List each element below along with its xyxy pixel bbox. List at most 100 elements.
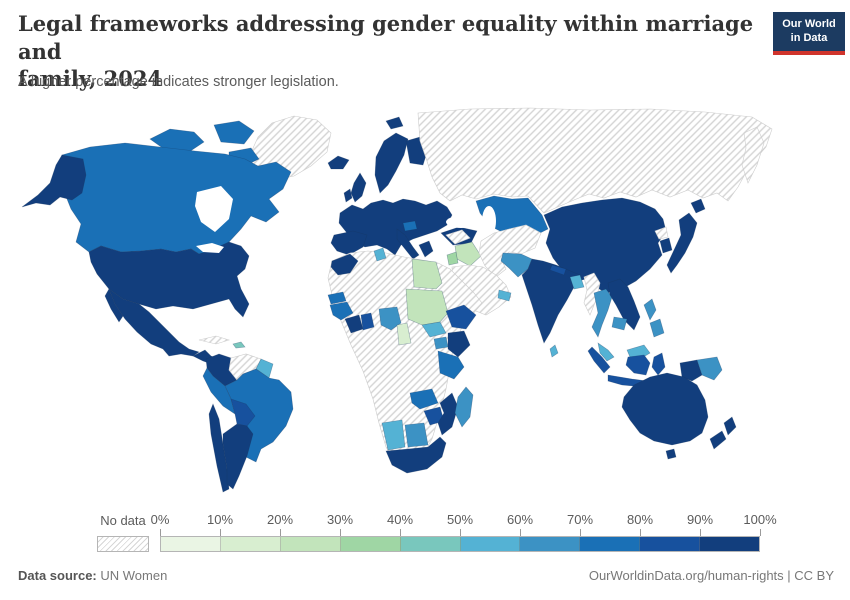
region-guinea[interactable] <box>329 301 354 321</box>
region-russia[interactable] <box>417 107 773 214</box>
region-south-korea[interactable] <box>659 237 673 254</box>
region-tanzania[interactable] <box>437 350 465 380</box>
legend-tick <box>400 529 401 536</box>
attribution-link[interactable]: OurWorldinData.org/human-rights | CC BY <box>588 568 834 583</box>
region-west-papua[interactable] <box>679 359 703 382</box>
legend-segment-60%-70%[interactable] <box>520 537 581 551</box>
region-nepal[interactable] <box>549 264 567 276</box>
legend-tick <box>160 529 161 536</box>
region-jordan[interactable] <box>446 251 459 266</box>
region-ireland[interactable] <box>343 188 353 203</box>
region-sulawesi[interactable] <box>651 352 666 376</box>
legend-tick-label: 80% <box>626 512 654 527</box>
region-iran-afghanistan[interactable] <box>478 224 542 278</box>
region-zambia[interactable] <box>409 388 439 410</box>
region-malaysia[interactable] <box>597 342 615 362</box>
legend-tick-label: 30% <box>326 512 354 527</box>
region-iraq[interactable] <box>454 241 482 267</box>
region-nigeria[interactable] <box>378 306 402 331</box>
region-cameroon[interactable] <box>396 322 412 346</box>
legend-tick <box>580 529 581 536</box>
region-philippines-north[interactable] <box>643 298 657 321</box>
data-source-value: UN Women <box>96 568 168 583</box>
region-united-kingdom[interactable] <box>350 172 367 203</box>
region-bangladesh[interactable] <box>569 274 585 290</box>
legend-segment-30%-40%[interactable] <box>340 537 401 551</box>
region-south-sudan[interactable] <box>421 321 447 338</box>
region-hungary[interactable] <box>402 220 418 232</box>
region-vietnam[interactable] <box>607 278 641 331</box>
owid-logo[interactable]: Our World in Data <box>773 12 845 55</box>
legend-segment-10%-20%[interactable] <box>220 537 281 551</box>
region-madagascar[interactable] <box>454 386 474 428</box>
region-cambodia[interactable] <box>611 316 628 331</box>
region-baja[interactable] <box>104 288 124 323</box>
logo-line-1: Our World <box>782 18 836 30</box>
region-australia[interactable] <box>621 372 709 446</box>
region-ethiopia[interactable] <box>445 304 477 330</box>
region-mozambique[interactable] <box>437 392 459 436</box>
region-senegal[interactable] <box>327 291 347 305</box>
region-chile[interactable] <box>208 403 230 493</box>
region-uae[interactable] <box>497 289 512 302</box>
legend-segment-0%-10%[interactable] <box>161 537 221 551</box>
region-cuba[interactable] <box>198 335 231 345</box>
region-ghana[interactable] <box>360 312 375 331</box>
region-greece[interactable] <box>418 240 434 258</box>
region-india[interactable] <box>521 258 581 344</box>
region-sudan[interactable] <box>405 288 449 326</box>
legend-no-data-swatch[interactable] <box>97 536 149 552</box>
legend-tick <box>700 529 701 536</box>
region-syria[interactable] <box>445 229 471 245</box>
legend-segment-20%-30%[interactable] <box>280 537 341 551</box>
region-hokkaido[interactable] <box>690 198 706 214</box>
region-morocco[interactable] <box>330 253 359 276</box>
region-thailand[interactable] <box>591 288 613 338</box>
region-canada[interactable] <box>58 142 292 255</box>
region-tunisia[interactable] <box>373 247 387 262</box>
region-kamchatka[interactable] <box>741 126 765 184</box>
region-pakistan[interactable] <box>500 252 533 278</box>
region-kenya[interactable] <box>447 330 471 358</box>
region-scandinavia[interactable] <box>374 132 409 194</box>
region-hispaniola[interactable] <box>232 341 246 349</box>
caspian-sea <box>482 206 496 236</box>
region-europe[interactable] <box>338 198 453 256</box>
region-alaska[interactable] <box>21 154 87 208</box>
region-borneo[interactable] <box>625 354 651 376</box>
region-usa[interactable] <box>88 241 250 318</box>
region-italy[interactable] <box>396 228 420 260</box>
legend-bar <box>160 536 760 552</box>
region-iceland[interactable] <box>327 155 350 170</box>
region-egypt[interactable] <box>411 258 443 290</box>
region-mexico[interactable] <box>108 288 200 357</box>
region-namibia[interactable] <box>381 419 406 451</box>
region-tasmania[interactable] <box>665 448 677 460</box>
region-canada-arctic-2[interactable] <box>213 120 255 145</box>
legend-segment-90%-100%[interactable] <box>700 537 760 551</box>
region-japan[interactable] <box>666 212 698 274</box>
region-myanmar[interactable] <box>583 272 601 316</box>
region-north-korea[interactable] <box>654 226 669 240</box>
region-spain[interactable] <box>330 230 368 256</box>
region-philippines-south[interactable] <box>649 318 665 338</box>
region-new-zealand-north[interactable] <box>723 416 737 436</box>
region-sumatra[interactable] <box>587 346 611 374</box>
legend-tick-label: 40% <box>386 512 414 527</box>
legend-segment-80%-90%[interactable] <box>640 537 701 551</box>
region-new-zealand-south[interactable] <box>709 430 727 450</box>
legend-segment-50%-60%[interactable] <box>460 537 521 551</box>
region-svalbard[interactable] <box>385 116 404 130</box>
region-uganda[interactable] <box>433 336 449 350</box>
logo-line-2: in Data <box>790 32 828 45</box>
region-botswana[interactable] <box>404 422 429 448</box>
legend-segment-40%-50%[interactable] <box>400 537 461 551</box>
region-papua-new-guinea[interactable] <box>696 356 723 381</box>
region-sri-lanka[interactable] <box>549 344 559 358</box>
legend-tick <box>760 529 761 536</box>
legend-tick <box>460 529 461 536</box>
region-south-africa[interactable] <box>385 436 447 474</box>
legend-segment-70%-80%[interactable] <box>580 537 641 551</box>
region-argentina[interactable] <box>222 423 254 490</box>
legend-tick <box>640 529 641 536</box>
